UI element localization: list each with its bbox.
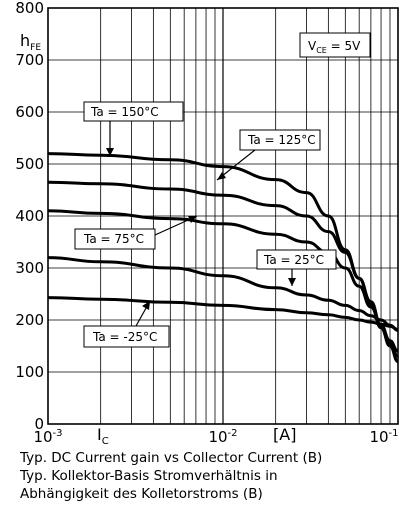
y-tick-label: 400 [15,207,44,225]
svg-text:Ta = 25°C: Ta = 25°C [263,253,324,267]
svg-text:Ta = -25°C: Ta = -25°C [92,330,157,344]
x-axis-unit: [A] [273,425,296,444]
caption-line-1: Typ. DC Current gain vs Collector Curren… [20,450,323,466]
x-tick-label: 10-3 [33,428,62,446]
series-label-150: Ta = 150°C [83,101,184,156]
grid-lines [48,8,398,424]
series-label-125: Ta = 125°C [216,129,321,181]
caption-line-2: Typ. Kollektor-Basis Stromverhältnis in [20,468,278,484]
y-tick-label: 500 [15,155,44,173]
tick-labels: 0 100 200 300 400 500 600 700 800 10-3 10-2 10-1 [15,0,398,446]
series-label-minus25: Ta = -25°C [83,300,170,348]
series-line-0 [47,152,399,364]
plot-frame [47,7,399,425]
x-tick-label: 10-1 [369,428,398,446]
series-label-25: Ta = 25°C [256,249,337,286]
series-line-3 [47,256,399,332]
svg-text:Ta = 125°C: Ta = 125°C [247,133,316,147]
x-axis-label: IC [97,425,109,447]
svg-text:Ta = 150°C: Ta = 150°C [90,105,159,119]
svg-text:VCE = 5V: VCE = 5V [308,39,361,55]
y-tick-label: 300 [15,259,44,277]
y-tick-label: 200 [15,311,44,329]
series-label-75: Ta = 75°C [74,215,198,250]
y-tick-label: 100 [15,363,44,381]
y-tick-label: 700 [15,51,44,69]
condition-box: VCE = 5V [299,32,371,58]
caption-line-3: Abhängigkeit des Kolletorstroms (B) [20,486,263,502]
y-axis-label: hFE [20,31,41,53]
series-line-4 [47,296,399,331]
y-tick-label: 0 [34,415,44,433]
x-tick-label: 10-2 [208,428,237,446]
svg-text:Ta = 75°C: Ta = 75°C [83,232,144,246]
y-tick-label: 600 [15,103,44,121]
y-tick-label: 800 [15,0,44,17]
